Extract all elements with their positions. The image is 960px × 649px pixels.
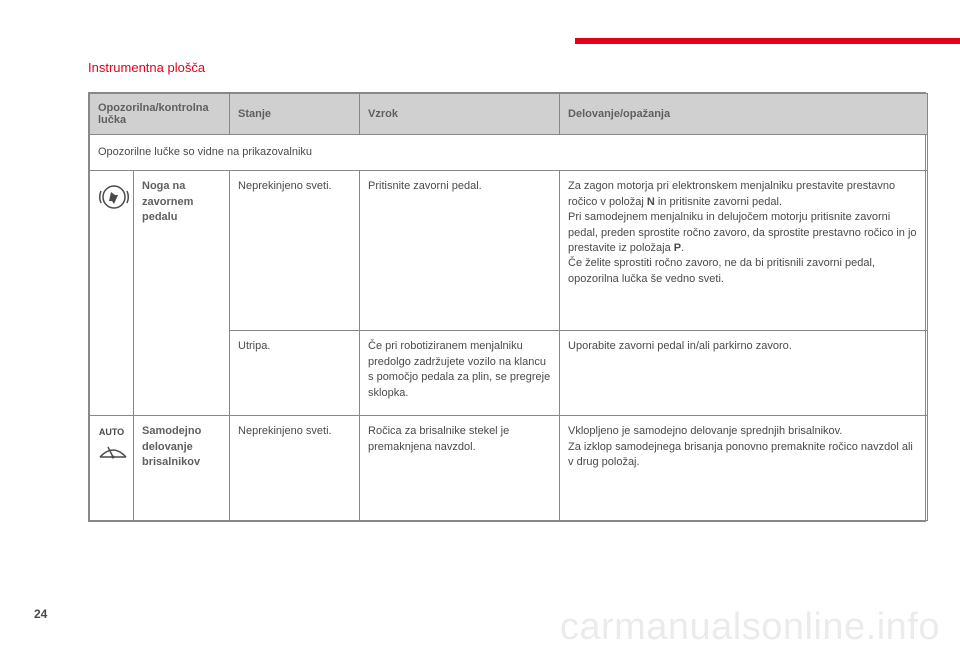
table-subheader: Opozorilne lučke so vidne na prikazovaln… <box>90 135 928 171</box>
bold-n: N <box>647 196 655 208</box>
icon-cell: AUTO <box>90 416 134 521</box>
delovanje-cell: Vklopljeno je samodejno delovanje spredn… <box>560 416 928 521</box>
icon-cell <box>90 171 134 416</box>
indicators-table: Opozorilna/kontrolna lučka Stanje Vzrok … <box>88 92 926 522</box>
brake-pedal-icon <box>98 181 125 213</box>
text-part: Vklopljeno je samodejno delovanje spredn… <box>568 425 842 437</box>
text-part: Pri samodejnem menjalniku in delujočem m… <box>568 211 917 254</box>
text-part: Če želite sprostiti ročno zavoro, ne da … <box>568 257 875 284</box>
vzrok-cell: Pritisnite zavorni pedal. <box>360 171 560 331</box>
row-label: Noga na zavornem pedalu <box>142 180 193 223</box>
page-number: 24 <box>34 607 47 621</box>
row-label-cell: Samodejno delovanje brisalnikov <box>134 416 230 521</box>
vzrok-cell: Ročica za brisalnike stekel je premaknje… <box>360 416 560 521</box>
table-row: AUTO Samodejno delovanje brisalnikov Nep… <box>90 416 928 521</box>
auto-label: AUTO <box>98 426 125 439</box>
text-part: Za izklop samodejnega brisanja ponovno p… <box>568 441 913 468</box>
text-part: in pritisnite zavorni pedal. <box>655 196 782 208</box>
auto-wiper-icon <box>98 441 125 461</box>
row-label-cell: Noga na zavornem pedalu <box>134 171 230 416</box>
text-part: . <box>681 242 684 254</box>
header-col-4: Delovanje/opažanja <box>560 94 928 135</box>
delovanje-cell: Uporabite zavorni pedal in/ali parkirno … <box>560 331 928 416</box>
header-col-3: Vzrok <box>360 94 560 135</box>
header-col-2: Stanje <box>230 94 360 135</box>
table-header-row: Opozorilna/kontrolna lučka Stanje Vzrok … <box>90 94 928 135</box>
stanje-cell: Neprekinjeno sveti. <box>230 416 360 521</box>
table-subheader-row: Opozorilne lučke so vidne na prikazovaln… <box>90 135 928 171</box>
header-col-1: Opozorilna/kontrolna lučka <box>90 94 230 135</box>
table-row: Noga na zavornem pedalu Neprekinjeno sve… <box>90 171 928 331</box>
stanje-cell: Neprekinjeno sveti. <box>230 171 360 331</box>
vzrok-cell: Če pri robotiziranem menjalniku predolgo… <box>360 331 560 416</box>
stanje-cell: Utripa. <box>230 331 360 416</box>
watermark: carmanualsonline.info <box>560 606 940 649</box>
accent-bar <box>575 38 960 44</box>
delovanje-cell: Za zagon motorja pri elektronskem menjal… <box>560 171 928 331</box>
row-label: Samodejno delovanje brisalnikov <box>142 425 201 468</box>
section-title: Instrumentna plošča <box>88 60 205 75</box>
